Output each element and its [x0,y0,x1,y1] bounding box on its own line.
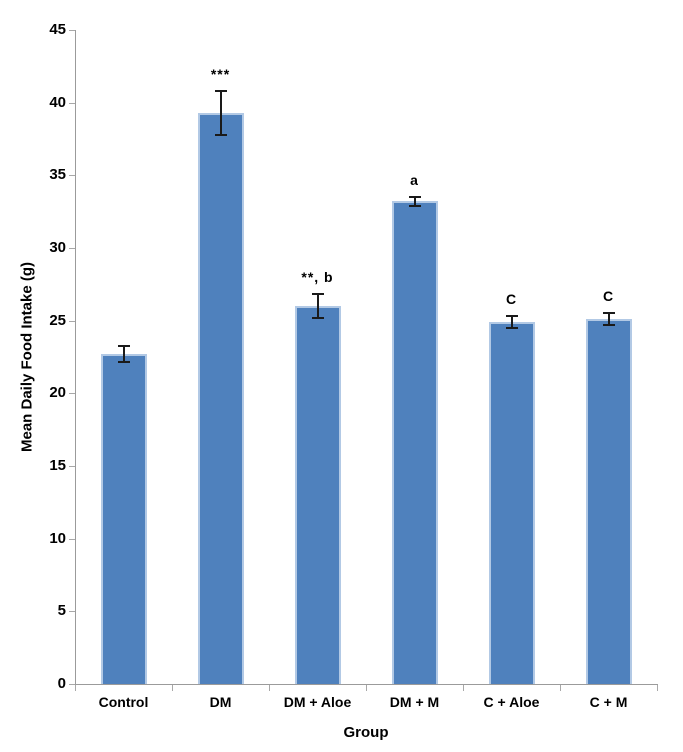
x-tick-mark [269,685,270,691]
error-bar-line [122,345,125,363]
bar [100,354,147,684]
y-tick-label: 5 [57,602,66,620]
error-bar-cap-top [602,311,615,314]
y-tick-mark [69,175,75,177]
y-tick-mark [69,102,75,104]
y-tick-label: 45 [49,21,66,38]
y-tick-mark [69,320,75,322]
error-bar-cap-bottom [602,324,615,327]
x-tick-mark [560,685,561,691]
x-axis-title: Group [343,724,389,741]
x-tick-mark [172,685,173,691]
y-tick-mark [69,538,75,540]
x-category-label: DM + M [389,694,440,710]
error-bar-cap-top [311,293,324,296]
error-bar-cap-top [408,195,421,198]
error-bar-cap-top [505,314,518,317]
y-tick-label: 30 [49,239,66,256]
y-tick-mark [69,684,75,685]
y-tick-label: 40 [49,93,66,111]
error-bar-line [607,311,610,327]
bar [585,319,632,684]
error-bar-cap-top [117,345,130,348]
error-bar-cap-bottom [311,317,324,320]
error-bar-line [413,195,416,208]
y-tick-mark [69,466,75,467]
significance-annotation: C [505,290,518,307]
error-bar-line [316,293,319,320]
x-tick-mark [75,685,76,691]
x-tick-mark [463,685,464,691]
significance-annotation: **, b [301,269,334,286]
bar [197,112,244,684]
y-tick-label: 15 [49,457,66,474]
x-axis-line [75,684,658,685]
y-axis-title: Mean Daily Food Intake (g) [18,261,36,453]
y-tick-mark [69,393,75,395]
y-tick-label: 0 [57,675,66,692]
x-category-label: DM [209,694,232,710]
y-tick-label: 25 [49,311,66,329]
x-category-label: DM + Aloe [283,694,352,710]
error-bar-line [219,89,222,137]
x-category-label: Control [98,694,149,710]
y-tick-label: 20 [49,384,66,402]
error-bar-cap-bottom [214,134,227,137]
y-tick-mark [69,611,75,613]
x-category-label: C + M [589,694,628,710]
y-axis-line [75,30,76,684]
x-category-label: C + Aloe [483,694,540,710]
significance-annotation: a [410,171,419,188]
error-bar-cap-bottom [408,205,421,208]
y-tick-label: 35 [49,166,66,184]
error-bar-cap-bottom [505,327,518,330]
x-tick-mark [366,685,367,691]
error-bar-cap-top [214,89,227,92]
bar [294,306,341,684]
y-tick-mark [69,30,75,31]
error-bar-line [510,314,513,330]
y-tick-label: 10 [49,529,66,547]
significance-annotation: C [602,287,615,304]
bar [488,322,535,684]
x-tick-mark [657,685,658,691]
bar [391,201,438,684]
y-tick-mark [69,248,75,249]
error-bar-cap-bottom [117,360,130,363]
significance-annotation: *** [210,65,231,82]
